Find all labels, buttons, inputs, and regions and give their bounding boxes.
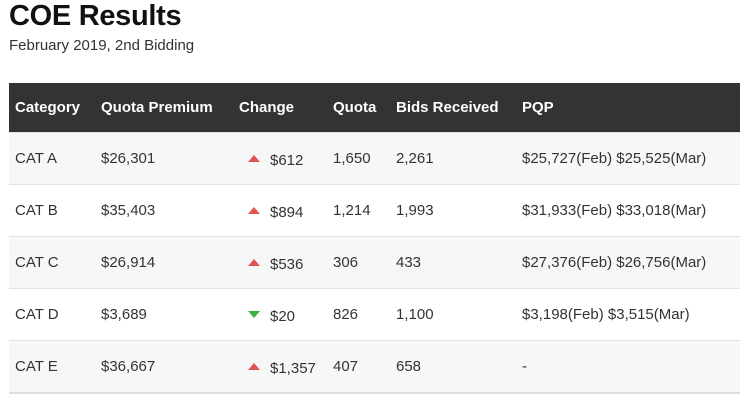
table-row: CAT C $26,914 $536 306 433 $27,376(Feb) $26,7… xyxy=(9,236,740,289)
table-header-row: Category Quota Premium Change Quota Bids… xyxy=(9,83,740,133)
header-category: Category xyxy=(9,83,95,133)
arrow-down-icon xyxy=(248,310,260,318)
header-bids-received: Bids Received xyxy=(390,83,516,133)
arrow-up-icon xyxy=(248,362,260,370)
cell-pqp: - xyxy=(516,340,740,394)
cell-quota-premium: $3,689 xyxy=(95,288,233,341)
cell-pqp: $3,198(Feb) $3,515(Mar) xyxy=(516,288,740,341)
coe-results-table: Category Quota Premium Change Quota Bids… xyxy=(9,83,740,394)
arrow-up-icon xyxy=(248,258,260,266)
table-row: CAT D $3,689 $20 826 1,100 $3,198(Feb) $3,515… xyxy=(9,288,740,341)
header-change: Change xyxy=(233,83,327,133)
table-row: CAT E $36,667 $1,357 407 658- xyxy=(9,340,740,394)
cell-pqp: $27,376(Feb) $26,756(Mar) xyxy=(516,236,740,289)
arrow-up-icon xyxy=(248,154,260,162)
cell-bids-received: 1,100 xyxy=(390,288,516,341)
cell-quota: 306 xyxy=(327,236,390,289)
change-value: $894 xyxy=(270,204,304,221)
table-row: CAT A $26,301 $612 1,650 2,261 $25,727(Feb) $… xyxy=(9,132,740,185)
change-value: $1,357 xyxy=(270,360,316,377)
cell-quota: 1,214 xyxy=(327,184,390,237)
cell-quota: 826 xyxy=(327,288,390,341)
table-row: CAT B $35,403 $894 1,214 1,993 $31,933(Feb) $… xyxy=(9,184,740,237)
cell-category: CAT E xyxy=(9,340,95,394)
change-value: $20 xyxy=(270,308,296,325)
cell-change: $894 xyxy=(233,184,327,237)
arrow-up-icon xyxy=(248,206,260,214)
cell-category: CAT B xyxy=(9,184,95,237)
cell-category: CAT A xyxy=(9,132,95,185)
page-subtitle: February 2019, 2nd Bidding xyxy=(9,37,195,54)
cell-category: CAT D xyxy=(9,288,95,341)
header-quota: Quota xyxy=(327,83,390,133)
change-value: $536 xyxy=(270,256,304,273)
header-pqp: PQP xyxy=(516,83,740,133)
cell-quota-premium: $36,667 xyxy=(95,340,233,394)
cell-pqp: $25,727(Feb) $25,525(Mar) xyxy=(516,132,740,185)
change-value: $612 xyxy=(270,152,304,169)
header-quota-premium: Quota Premium xyxy=(95,83,233,133)
cell-bids-received: 2,261 xyxy=(390,132,516,185)
cell-change: $1,357 xyxy=(233,340,327,394)
page-title: COE Results xyxy=(9,0,182,32)
cell-bids-received: 658 xyxy=(390,340,516,394)
cell-bids-received: 1,993 xyxy=(390,184,516,237)
cell-quota-premium: $26,301 xyxy=(95,132,233,185)
cell-quota: 407 xyxy=(327,340,390,394)
cell-category: CAT C xyxy=(9,236,95,289)
cell-pqp: $31,933(Feb) $33,018(Mar) xyxy=(516,184,740,237)
cell-change: $20 xyxy=(233,288,327,341)
cell-change: $536 xyxy=(233,236,327,289)
cell-quota-premium: $35,403 xyxy=(95,184,233,237)
cell-quota: 1,650 xyxy=(327,132,390,185)
cell-change: $612 xyxy=(233,132,327,185)
cell-quota-premium: $26,914 xyxy=(95,236,233,289)
cell-bids-received: 433 xyxy=(390,236,516,289)
